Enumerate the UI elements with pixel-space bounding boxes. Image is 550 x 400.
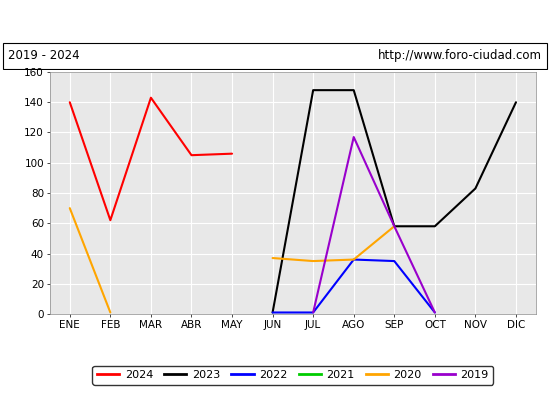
Text: http://www.foro-ciudad.com: http://www.foro-ciudad.com	[378, 49, 542, 62]
Text: Evolucion Nº Turistas Nacionales en el municipio de Aledo: Evolucion Nº Turistas Nacionales en el m…	[63, 14, 487, 28]
Legend: 2024, 2023, 2022, 2021, 2020, 2019: 2024, 2023, 2022, 2021, 2020, 2019	[92, 366, 493, 385]
Text: 2019 - 2024: 2019 - 2024	[8, 49, 80, 62]
